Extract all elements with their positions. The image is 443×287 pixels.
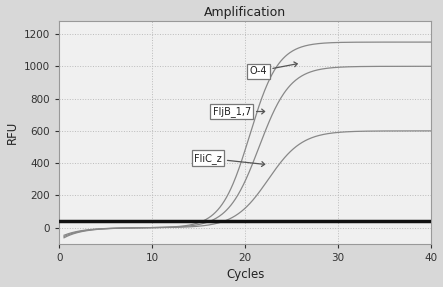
Title: Amplification: Amplification <box>204 5 286 19</box>
X-axis label: Cycles: Cycles <box>226 268 264 282</box>
Text: FljB_1,7: FljB_1,7 <box>213 106 264 117</box>
Text: FliC_z: FliC_z <box>194 153 264 166</box>
Y-axis label: RFU: RFU <box>6 121 19 144</box>
Text: O-4: O-4 <box>250 62 297 76</box>
